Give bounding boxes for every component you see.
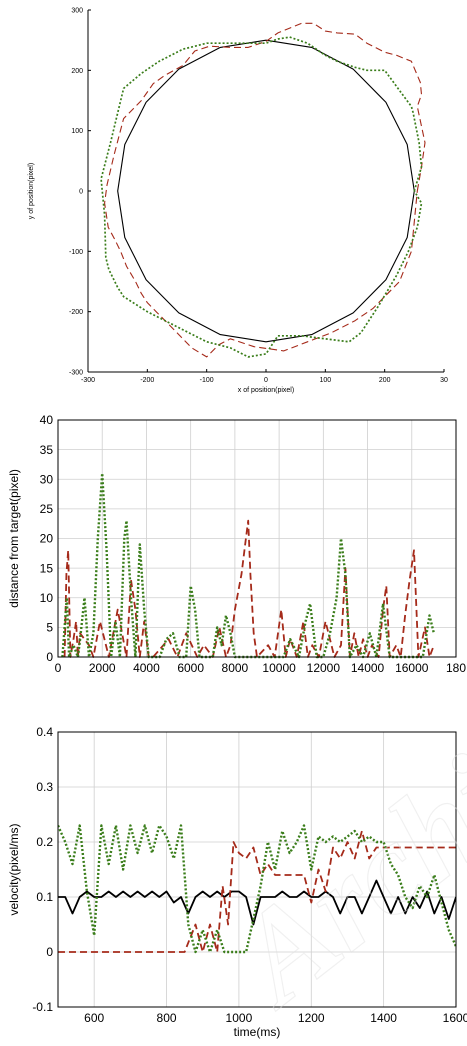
series-line-dotted <box>100 36 423 358</box>
y-tick-label: 35 <box>40 443 54 457</box>
x-axis-label: time(ms) <box>234 1025 281 1039</box>
x-tick-label: -300 <box>81 377 95 384</box>
x-tick-label: 2000 <box>89 661 116 675</box>
x-axis-label: x of position(pixel) <box>238 387 294 394</box>
series-line-solid <box>117 39 415 343</box>
series-line-dotted <box>58 824 456 954</box>
x-tick-label: 600 <box>84 1011 104 1025</box>
x-tick-label: 14000 <box>351 661 385 675</box>
series-line-solid <box>58 879 456 926</box>
y-tick-label: 25 <box>40 502 54 516</box>
x-tick-label: -100 <box>200 377 214 384</box>
series-line-dashed <box>63 519 435 658</box>
series-line-dotted <box>61 472 436 659</box>
y-tick-label: 0 <box>79 188 83 195</box>
y-tick-label: -100 <box>69 249 83 256</box>
y-tick-label: 200 <box>71 68 83 75</box>
plot-frame <box>57 419 457 658</box>
y-tick-label: 40 <box>40 413 54 427</box>
plot-frame <box>57 731 457 1008</box>
x-tick-label: 1600 <box>443 1011 467 1025</box>
x-tick-label: 200 <box>379 377 391 384</box>
y-tick-label: -0.1 <box>32 1000 53 1014</box>
y-tick-label: 0.3 <box>36 780 53 794</box>
x-tick-label: -200 <box>140 377 154 384</box>
y-axis-label: distance from target(pixel) <box>7 469 21 608</box>
x-tick-label: 100 <box>319 377 331 384</box>
x-tick-label: 6000 <box>177 661 204 675</box>
x-tick-label: 8000 <box>222 661 249 675</box>
velocity-chart: 600 800 1000 1200 1400 1600 -0.1 0 0.1 0.2 0.3 0.4 t… <box>7 725 467 1039</box>
x-tick-label: 1000 <box>226 1011 253 1025</box>
y-tick-label: -200 <box>69 309 83 316</box>
y-tick-label: 15 <box>40 561 54 575</box>
trajectory-chart: -300 -200 -100 0 100 200 30 -300 -200 -100 0 100 200… <box>28 7 448 394</box>
series-line-dashed <box>58 830 456 953</box>
y-tick-label: 0.2 <box>36 835 53 849</box>
x-tick-label: 10000 <box>262 661 296 675</box>
x-tick-label: 12000 <box>307 661 341 675</box>
y-tick-label: 5 <box>46 621 53 635</box>
x-tick-label: 0 <box>264 377 268 384</box>
y-tick-label: 0.1 <box>36 890 53 904</box>
x-tick-label: 1400 <box>370 1011 397 1025</box>
x-tick-label: 800 <box>157 1011 177 1025</box>
y-tick-label: 20 <box>40 532 54 546</box>
y-tick-label: 0 <box>46 650 53 664</box>
y-tick-label: 30 <box>40 472 54 486</box>
y-tick-label: -300 <box>69 369 83 376</box>
x-tick-label: 4000 <box>133 661 160 675</box>
y-tick-label: 300 <box>71 7 83 14</box>
distance-chart: 0 2000 4000 6000 8000 10000 12000 14000 16000 180… <box>7 413 466 675</box>
x-tick-label: 180 <box>446 661 466 675</box>
y-tick-label: 10 <box>40 591 54 605</box>
y-tick-label: 100 <box>71 128 83 135</box>
x-tick-label: 30 <box>440 377 448 384</box>
x-tick-label: 1200 <box>298 1011 325 1025</box>
y-axis-label: velocity(pixel/ms) <box>7 823 21 915</box>
y-tick-label: 0 <box>46 945 53 959</box>
y-axis-label: y of position(pixel) <box>28 163 35 219</box>
x-tick-label: 16000 <box>395 661 429 675</box>
series-line-dashed <box>104 22 426 358</box>
y-tick-label: 0.4 <box>36 725 53 739</box>
x-tick-label: 0 <box>55 661 62 675</box>
